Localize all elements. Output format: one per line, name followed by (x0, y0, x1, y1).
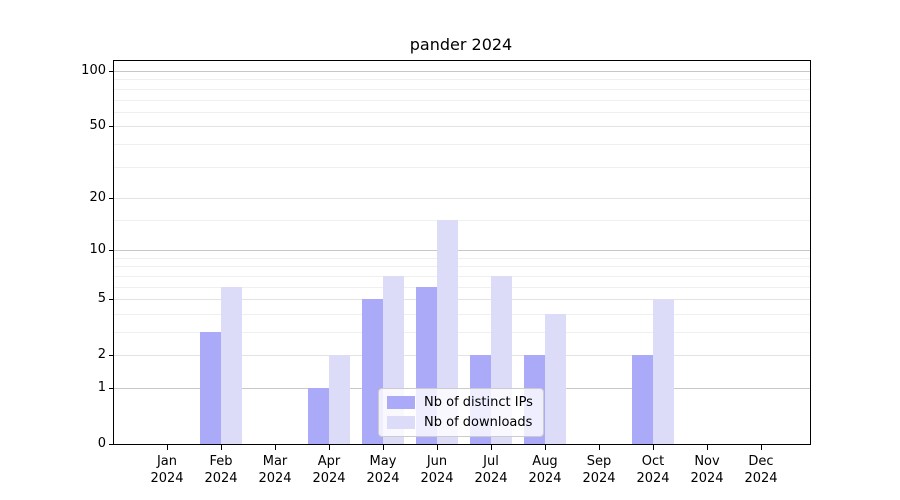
y-tick-label-2: 2 (97, 347, 106, 363)
y-tick-label-0: 0 (97, 436, 106, 451)
x-tick-mark-4 (383, 445, 384, 450)
y-tick-label-5: 5 (97, 291, 106, 307)
gridline-y-60 (114, 111, 810, 113)
bar-ips-may (362, 299, 383, 444)
bar-downloads-jun (437, 219, 458, 444)
bar-downloads-apr (329, 355, 350, 444)
gridline-y-40 (114, 143, 810, 145)
y-tick-mark-1 (109, 388, 114, 389)
x-tick-mark-11 (761, 445, 762, 450)
y-tick-mark-50 (109, 126, 114, 128)
x-tick-label-nov: Nov 2024 (690, 454, 724, 486)
x-tick-mark-1 (221, 445, 222, 450)
y-tick-label-100: 100 (81, 63, 106, 78)
legend: Nb of distinct IPs Nb of downloads (378, 388, 544, 437)
x-tick-label-may: May 2024 (366, 454, 400, 486)
legend-swatch-distinct-ips-icon (387, 396, 415, 409)
chart-title: pander 2024 (409, 35, 513, 54)
y-tick-mark-2 (109, 355, 114, 357)
x-tick-label-jun: Jun 2024 (420, 454, 454, 486)
gridline-y-4 (114, 313, 810, 315)
gridline-y-5 (114, 299, 810, 301)
gridline-y-20 (114, 197, 810, 199)
gridline-y-90 (114, 79, 810, 81)
x-tick-label-jul: Jul 2024 (474, 454, 508, 486)
gridline-y-15 (114, 219, 810, 221)
y-tick-label-1: 1 (97, 380, 106, 395)
x-tick-mark-2 (275, 445, 276, 450)
x-tick-mark-3 (329, 445, 330, 450)
bar-ips-apr (308, 388, 329, 444)
gridline-y-7 (114, 275, 810, 277)
gridline-y-70 (114, 99, 810, 101)
y-tick-mark-100 (109, 71, 114, 72)
bar-downloads-aug (545, 313, 566, 444)
gridline-y-10 (114, 250, 810, 252)
legend-swatch-downloads-icon (387, 416, 415, 429)
x-tick-label-mar: Mar 2024 (258, 454, 292, 486)
gridline-y-8 (114, 266, 810, 268)
x-tick-mark-7 (545, 445, 546, 450)
gridline-y-9 (114, 257, 810, 259)
gridline-y-2 (114, 355, 810, 357)
gridline-y-100 (114, 71, 810, 72)
y-tick-mark-20 (109, 197, 114, 199)
bar-ips-feb (200, 332, 221, 444)
x-tick-label-dec: Dec 2024 (744, 454, 778, 486)
y-tick-label-20: 20 (89, 189, 106, 205)
x-tick-label-sep: Sep 2024 (582, 454, 616, 486)
x-tick-mark-6 (491, 445, 492, 450)
gridline-y-80 (114, 88, 810, 90)
bar-downloads-feb (221, 286, 242, 444)
gridline-y-50 (114, 126, 810, 128)
x-tick-mark-9 (653, 445, 654, 450)
bar-downloads-oct (653, 299, 674, 444)
plot-area: 0 1 2 5 10 20 50 100 Jan 2024 Feb 2024 Mar 2024 Apr 20… (81, 60, 811, 486)
y-tick-label-10: 10 (89, 242, 106, 258)
legend-item-downloads: Nb of downloads (387, 415, 533, 430)
y-tick-mark-0 (109, 444, 114, 445)
legend-label-distinct-ips: Nb of distinct IPs (424, 395, 533, 410)
x-tick-label-jan: Jan 2024 (150, 454, 184, 486)
x-tick-label-oct: Oct 2024 (636, 454, 670, 486)
x-tick-label-apr: Apr 2024 (312, 454, 346, 486)
gridline-y-30 (114, 166, 810, 168)
legend-label-downloads: Nb of downloads (424, 415, 533, 430)
x-tick-mark-5 (437, 445, 438, 450)
gridline-y-6 (114, 286, 810, 288)
y-tick-mark-10 (109, 250, 114, 252)
y-tick-label-50: 50 (89, 118, 106, 134)
legend-item-distinct-ips: Nb of distinct IPs (387, 395, 533, 410)
gridline-y-3 (114, 332, 810, 333)
x-tick-label-feb: Feb 2024 (204, 454, 238, 486)
x-tick-mark-10 (707, 445, 708, 450)
bar-ips-oct (632, 355, 653, 444)
y-tick-mark-5 (109, 299, 114, 301)
x-tick-mark-8 (599, 445, 600, 450)
x-tick-label-aug: Aug 2024 (528, 454, 562, 486)
x-tick-mark-0 (167, 445, 168, 450)
